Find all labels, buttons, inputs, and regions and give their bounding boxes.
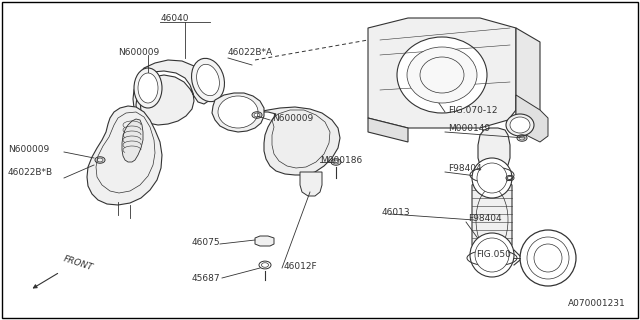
Polygon shape: [516, 28, 540, 134]
Polygon shape: [122, 119, 143, 162]
Text: A070001231: A070001231: [568, 299, 626, 308]
Text: FRONT: FRONT: [62, 254, 94, 272]
Ellipse shape: [520, 230, 576, 286]
Polygon shape: [368, 118, 408, 142]
Ellipse shape: [407, 47, 477, 103]
Ellipse shape: [510, 117, 530, 133]
Text: 46013: 46013: [382, 208, 411, 217]
Text: 46022B*A: 46022B*A: [228, 48, 273, 57]
Text: FIG.050: FIG.050: [476, 250, 511, 259]
Text: N600009: N600009: [118, 48, 159, 57]
Ellipse shape: [477, 163, 507, 193]
Ellipse shape: [196, 64, 220, 96]
Ellipse shape: [138, 73, 158, 103]
Text: 45687: 45687: [192, 274, 221, 283]
Ellipse shape: [134, 68, 162, 108]
Ellipse shape: [472, 158, 512, 198]
Polygon shape: [472, 180, 512, 252]
Polygon shape: [478, 128, 510, 173]
Text: 46075: 46075: [192, 238, 221, 247]
Polygon shape: [368, 18, 516, 128]
Text: 46012F: 46012F: [284, 262, 317, 271]
Text: F98404: F98404: [448, 164, 482, 173]
Ellipse shape: [191, 58, 225, 102]
Text: M000186: M000186: [320, 156, 362, 165]
Ellipse shape: [470, 233, 514, 277]
Polygon shape: [212, 93, 264, 132]
Ellipse shape: [506, 114, 534, 136]
Text: F98404: F98404: [468, 214, 502, 223]
Text: FIG.070-12: FIG.070-12: [448, 106, 497, 115]
Ellipse shape: [218, 96, 258, 128]
Polygon shape: [255, 236, 274, 246]
Ellipse shape: [475, 238, 509, 272]
Polygon shape: [133, 60, 214, 125]
Ellipse shape: [397, 37, 487, 113]
Text: 46022B*B: 46022B*B: [8, 168, 53, 177]
Text: 46040: 46040: [161, 14, 189, 23]
Text: N600009: N600009: [8, 145, 49, 154]
Polygon shape: [87, 106, 162, 205]
Text: N600009: N600009: [272, 114, 313, 123]
Text: M000149: M000149: [448, 124, 490, 133]
Polygon shape: [300, 172, 322, 196]
Polygon shape: [258, 107, 340, 175]
Ellipse shape: [527, 237, 569, 279]
Polygon shape: [516, 95, 548, 142]
